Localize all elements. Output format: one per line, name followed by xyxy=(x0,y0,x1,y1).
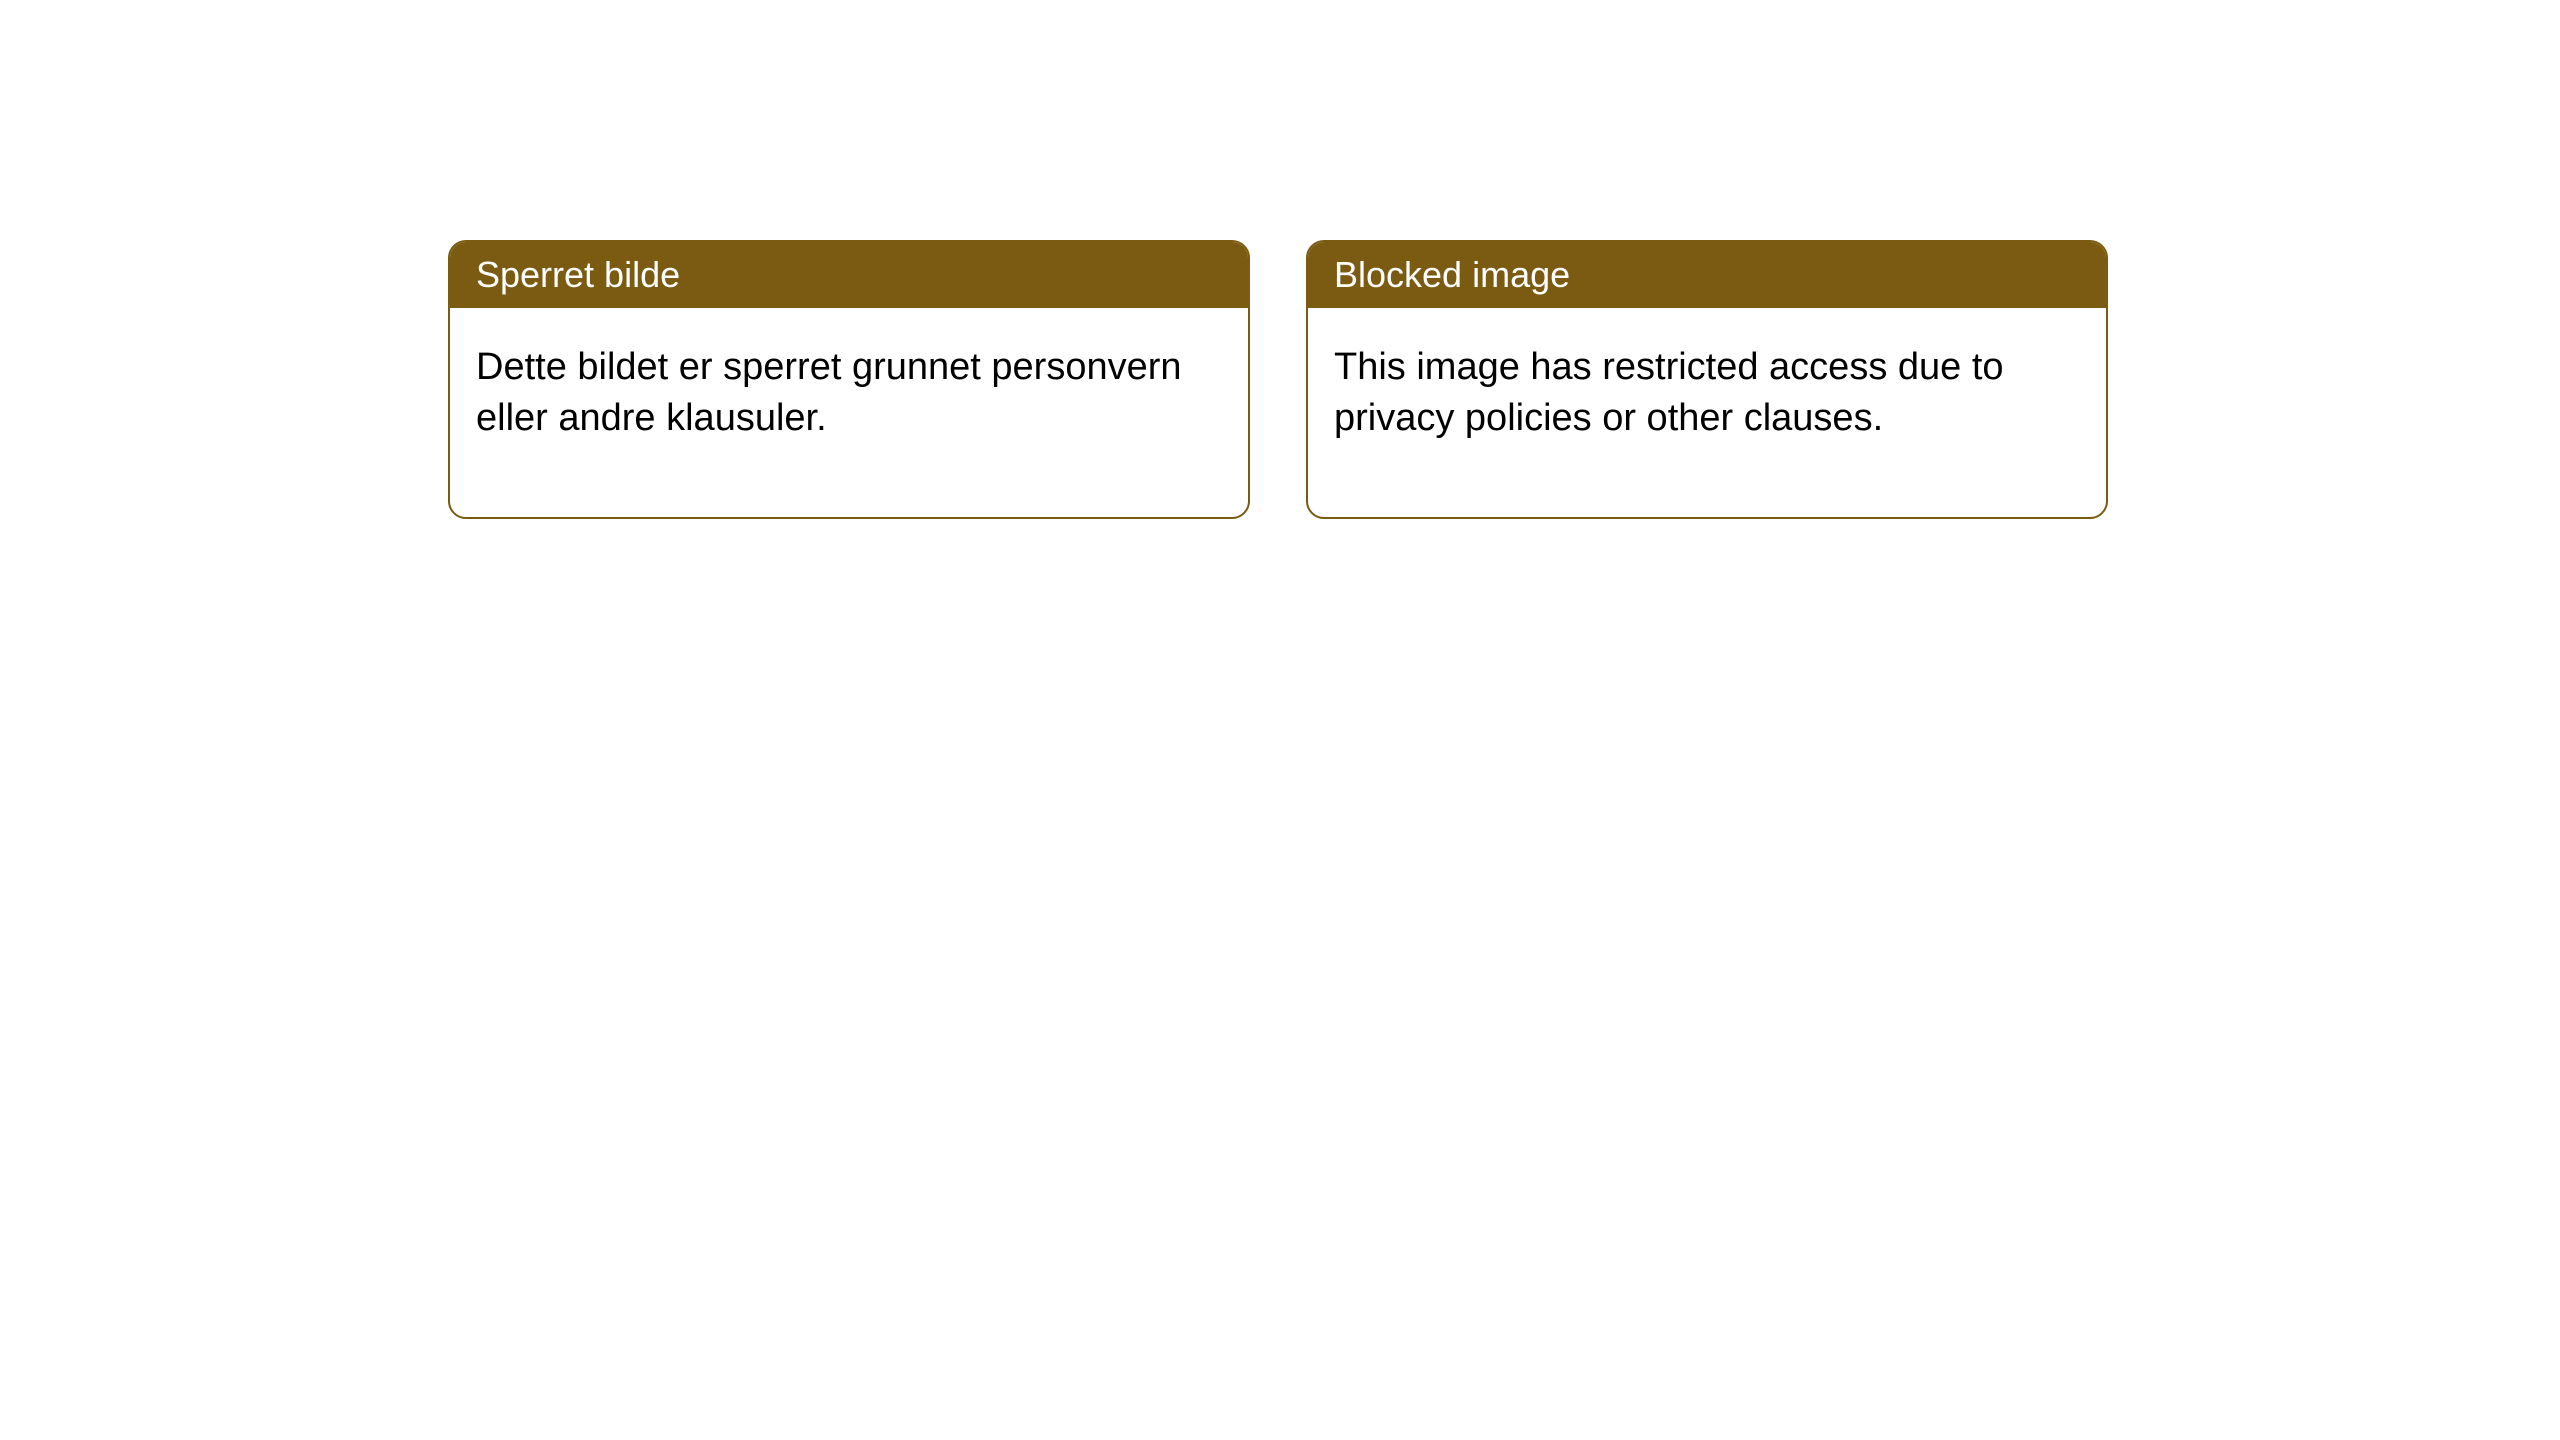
notice-body-text: This image has restricted access due to … xyxy=(1334,346,2004,439)
notice-body-english: This image has restricted access due to … xyxy=(1308,308,2106,517)
notice-container: Sperret bilde Dette bildet er sperret gr… xyxy=(448,240,2108,519)
notice-card-norwegian: Sperret bilde Dette bildet er sperret gr… xyxy=(448,240,1250,519)
notice-header-text: Blocked image xyxy=(1334,254,1570,295)
notice-body-norwegian: Dette bildet er sperret grunnet personve… xyxy=(450,308,1248,517)
notice-header-english: Blocked image xyxy=(1308,242,2106,308)
notice-card-english: Blocked image This image has restricted … xyxy=(1306,240,2108,519)
notice-header-norwegian: Sperret bilde xyxy=(450,242,1248,308)
notice-body-text: Dette bildet er sperret grunnet personve… xyxy=(476,346,1182,439)
notice-header-text: Sperret bilde xyxy=(476,254,680,295)
